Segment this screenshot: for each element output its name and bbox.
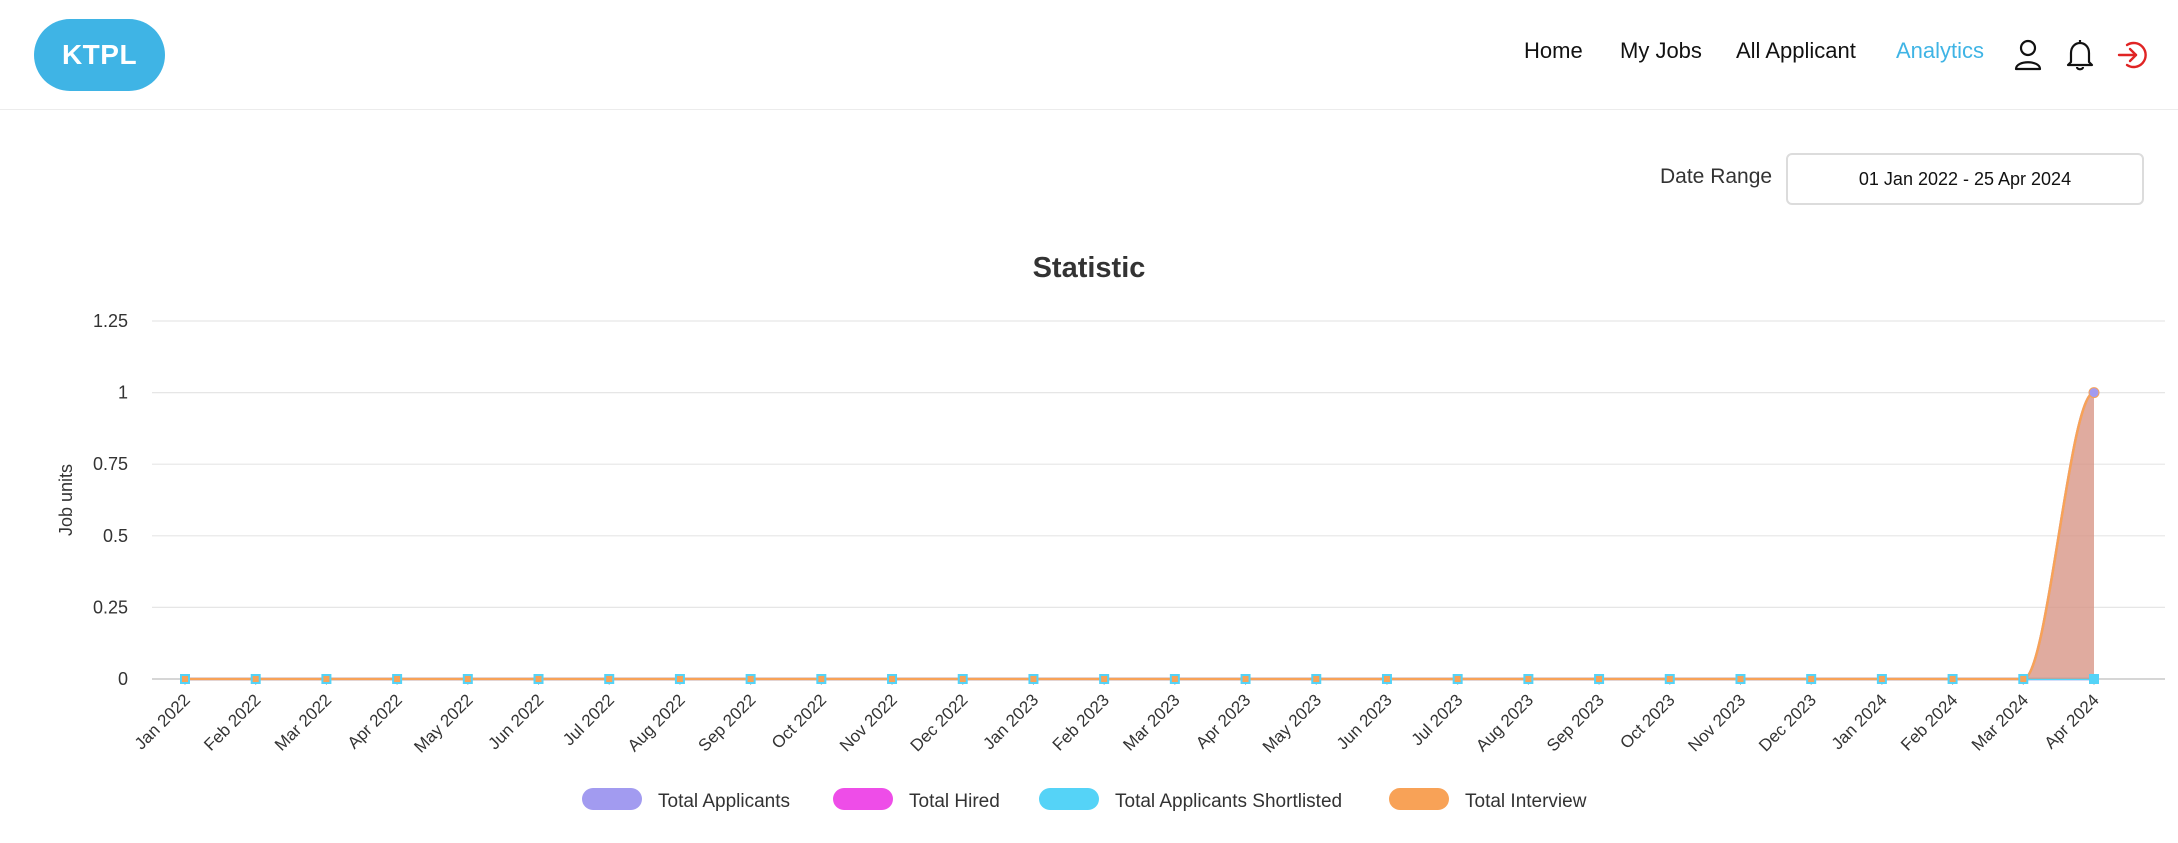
legend-label: Total Hired <box>909 791 1000 812</box>
nav-analytics[interactable]: Analytics <box>1896 38 1985 63</box>
data-point <box>252 676 259 682</box>
data-point <box>747 676 754 682</box>
data-point <box>1949 676 1956 682</box>
x-tick-label: Jan 2022 <box>131 690 194 753</box>
x-tick-label: Jan 2023 <box>979 690 1042 753</box>
x-tick-label: Jun 2022 <box>484 690 547 753</box>
data-point <box>959 676 966 682</box>
data-point <box>1101 676 1108 682</box>
data-point <box>1313 676 1320 682</box>
data-point <box>1030 676 1037 682</box>
x-tick-label: Dec 2023 <box>1755 690 1820 755</box>
data-point <box>2020 676 2027 682</box>
chart-title: Statistic <box>1033 252 1146 284</box>
x-tick-label: May 2022 <box>410 690 476 756</box>
x-tick-label: Jul 2023 <box>1408 690 1467 749</box>
x-tick-label: Aug 2023 <box>1472 690 1537 755</box>
y-tick-label: 1 <box>118 383 128 403</box>
legend-swatch <box>833 788 893 810</box>
x-tick-label: Aug 2022 <box>624 690 689 755</box>
legend-swatch <box>1389 788 1449 810</box>
data-point <box>1808 676 1815 682</box>
nav-all-applicant[interactable]: All Applicant <box>1736 38 1856 63</box>
data-point <box>1383 676 1390 682</box>
data-point <box>394 676 401 682</box>
x-tick-label: Feb 2024 <box>1897 690 1961 754</box>
date-range-input[interactable] <box>1786 153 2144 205</box>
data-point <box>1666 676 1673 682</box>
legend-item[interactable]: Total Hired <box>833 788 1000 812</box>
y-axis-label: Job units <box>56 464 76 536</box>
legend-label: Total Interview <box>1465 791 1587 812</box>
navbar: KTPL Home My Jobs All Applicant Analytic… <box>0 0 2178 110</box>
data-point <box>1878 676 1885 682</box>
legend-swatch <box>582 788 642 810</box>
x-tick-label: Nov 2023 <box>1684 690 1749 755</box>
legend-label: Total Applicants Shortlisted <box>1115 791 1342 812</box>
x-tick-label: May 2023 <box>1259 690 1325 756</box>
legend-swatch <box>1039 788 1099 810</box>
series-line <box>185 391 2095 681</box>
y-tick-label: 0.5 <box>103 526 128 546</box>
x-tick-label: Sep 2022 <box>695 690 760 755</box>
data-point <box>1242 676 1249 682</box>
logout-icon[interactable] <box>2116 38 2148 72</box>
data-point <box>1454 676 1461 682</box>
legend-item[interactable]: Total Applicants Shortlisted <box>1039 788 1342 812</box>
x-tick-label: Oct 2022 <box>768 690 830 752</box>
x-tick-label: Oct 2023 <box>1616 690 1678 752</box>
x-tick-label: Jul 2022 <box>559 690 618 749</box>
x-tick-label: Nov 2022 <box>836 690 901 755</box>
y-tick-label: 1.25 <box>93 311 128 331</box>
nav-home[interactable]: Home <box>1524 38 1583 63</box>
x-tick-label: Dec 2022 <box>907 690 972 755</box>
data-point <box>889 676 896 682</box>
legend-item[interactable]: Total Interview <box>1389 788 1587 812</box>
data-point <box>1737 676 1744 682</box>
x-tick-label: Feb 2022 <box>200 690 264 754</box>
data-point <box>1596 676 1603 682</box>
x-tick-label: Apr 2023 <box>1192 690 1254 752</box>
user-icon[interactable] <box>2012 38 2044 72</box>
x-tick-label: Mar 2024 <box>1968 690 2032 754</box>
x-tick-label: Sep 2023 <box>1543 690 1608 755</box>
bell-icon[interactable] <box>2064 38 2096 72</box>
legend-item[interactable]: Total Applicants <box>582 788 790 812</box>
date-range-label: Date Range <box>1660 165 1773 188</box>
data-point <box>182 676 188 682</box>
nav-my-jobs[interactable]: My Jobs <box>1620 38 1702 63</box>
data-point <box>818 676 825 682</box>
data-point <box>535 676 542 682</box>
y-tick-label: 0 <box>118 669 128 689</box>
ktpl-logo[interactable]: KTPL <box>34 19 165 91</box>
x-tick-label: Jun 2023 <box>1333 690 1396 753</box>
data-point <box>2089 674 2099 684</box>
legend-label: Total Applicants <box>658 791 790 812</box>
data-point <box>2088 387 2100 399</box>
data-point <box>323 676 330 682</box>
y-tick-label: 0.25 <box>93 597 128 617</box>
data-point <box>606 676 613 682</box>
x-tick-label: Feb 2023 <box>1049 690 1113 754</box>
data-point <box>676 676 683 682</box>
data-point <box>464 676 471 682</box>
data-point <box>1525 676 1532 682</box>
data-point <box>1171 676 1178 682</box>
x-tick-label: Apr 2024 <box>2041 690 2103 752</box>
x-tick-label: Mar 2023 <box>1119 690 1183 754</box>
y-tick-label: 0.75 <box>93 454 128 474</box>
x-tick-label: Jan 2024 <box>1828 690 1891 753</box>
x-tick-label: Mar 2022 <box>271 690 335 754</box>
statistic-chart: Statistic Job units 0 0.25 0.5 0.75 1 1.25 Jan 2… <box>56 252 2165 812</box>
x-tick-label: Apr 2022 <box>344 690 406 752</box>
